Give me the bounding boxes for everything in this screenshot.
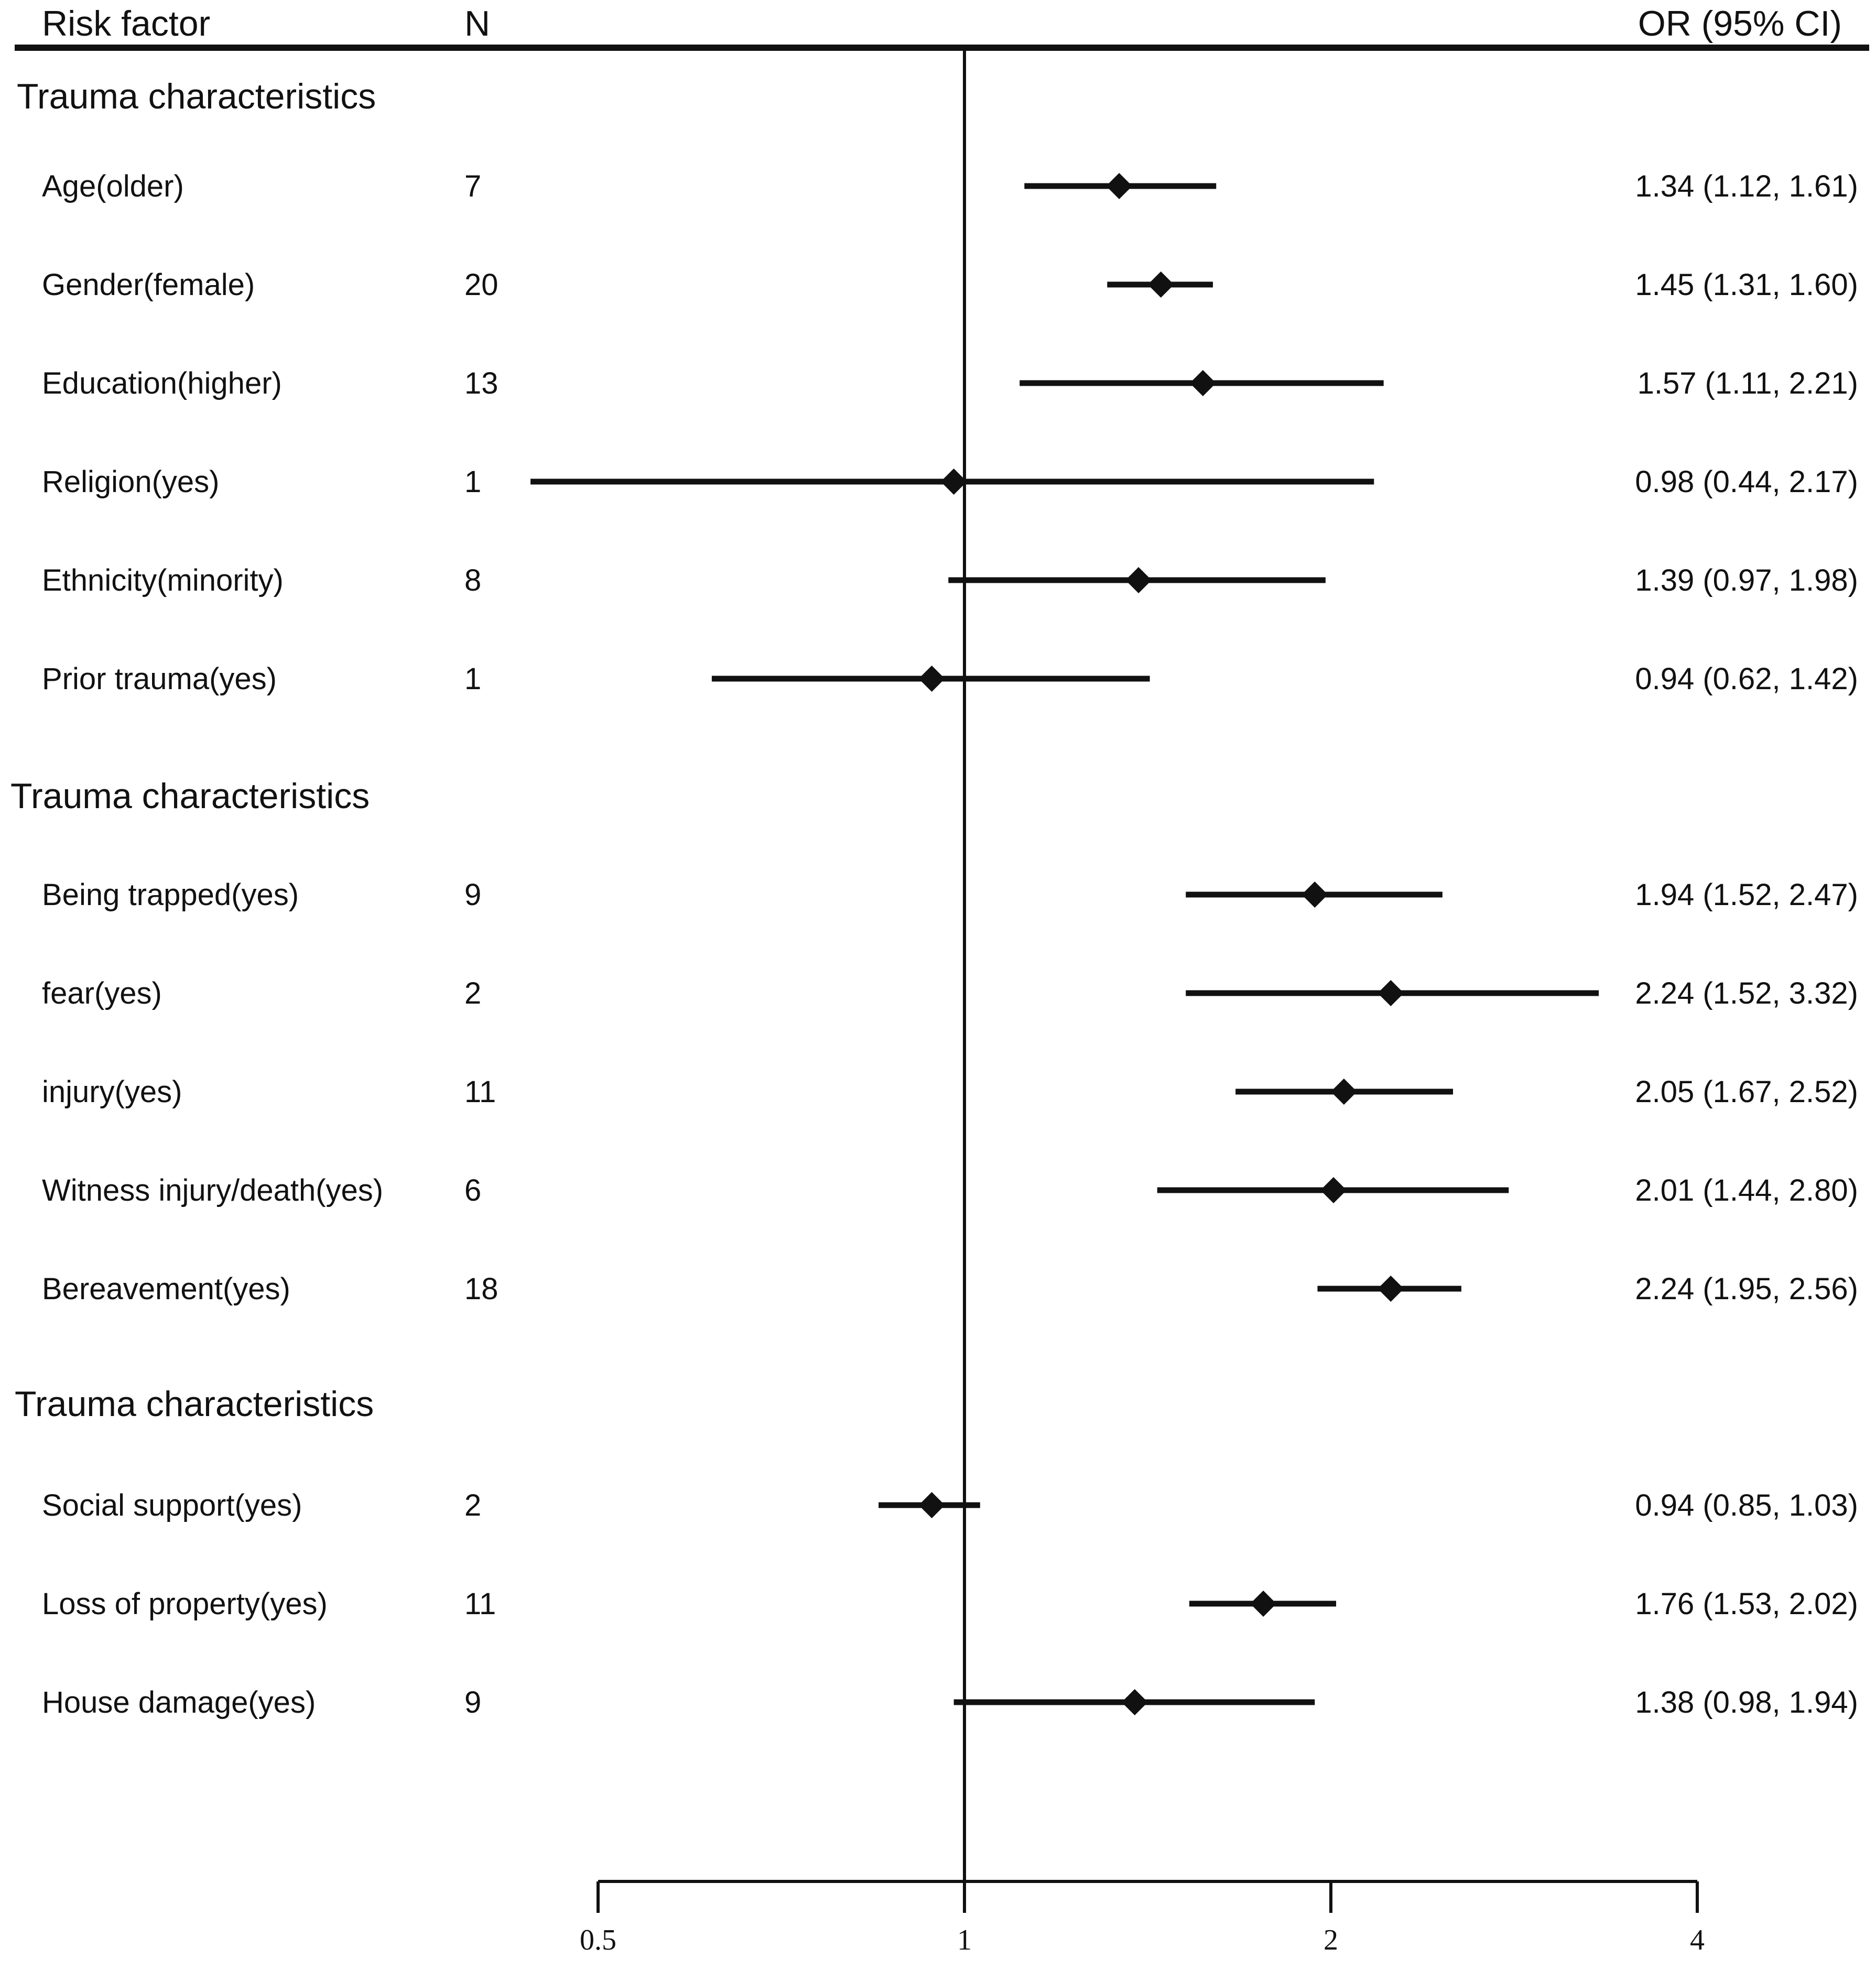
row-n: 11: [464, 1587, 496, 1621]
row-or-ci: 1.57 (1.11, 2.21): [1638, 366, 1858, 400]
point-estimate-marker: [1125, 567, 1152, 593]
row-or-ci: 1.94 (1.52, 2.47): [1635, 878, 1858, 912]
row-label: injury(yes): [42, 1075, 182, 1109]
point-estimate-marker: [1147, 271, 1174, 298]
row-or-ci: 0.94 (0.85, 1.03): [1635, 1488, 1858, 1522]
row-group-2: Trauma characteristics Social support(yes…: [15, 1384, 1858, 1719]
point-estimate-marker: [1320, 1177, 1347, 1203]
forest-row: Age(older) 7 1.34 (1.12, 1.61): [42, 169, 1858, 203]
header-or-ci: OR (95% CI): [1638, 4, 1842, 43]
header-risk-factor: Risk factor: [42, 4, 210, 43]
group-title: Trauma characteristics: [10, 776, 370, 816]
x-tick-label-2: 2: [1324, 1924, 1338, 1956]
row-or-ci: 2.24 (1.95, 2.56): [1635, 1272, 1858, 1306]
row-n: 13: [464, 366, 498, 400]
point-estimate-marker: [1378, 980, 1404, 1006]
row-label: Gender(female): [42, 268, 255, 302]
row-n: 1: [464, 662, 481, 696]
x-tick-label-1: 1: [957, 1924, 972, 1956]
point-estimate-marker: [918, 666, 945, 692]
forest-row: Education(higher) 13 1.57 (1.11, 2.21): [42, 366, 1858, 400]
forest-row: Loss of property(yes) 11 1.76 (1.53, 2.02): [42, 1587, 1858, 1621]
x-axis-ticks: 0.5 1 2 4: [580, 1881, 1705, 1956]
group-title: Trauma characteristics: [17, 77, 376, 116]
forest-row: Bereavement(yes) 18 2.24 (1.95, 2.56): [42, 1272, 1858, 1306]
forest-row: Religion(yes) 1 0.98 (0.44, 2.17): [42, 465, 1858, 499]
row-or-ci: 1.76 (1.53, 2.02): [1635, 1587, 1858, 1621]
point-estimate-marker: [1330, 1079, 1357, 1105]
forest-row: House damage(yes) 9 1.38 (0.98, 1.94): [42, 1685, 1858, 1719]
point-estimate-marker: [1250, 1591, 1277, 1617]
point-estimate-marker: [940, 469, 967, 495]
row-n: 20: [464, 268, 498, 302]
row-n: 11: [464, 1075, 496, 1109]
group-title: Trauma characteristics: [15, 1384, 374, 1424]
row-or-ci: 1.34 (1.12, 1.61): [1635, 169, 1858, 203]
row-group-0: Trauma characteristics Age(older) 7 1.34 (1…: [17, 77, 1858, 696]
forest-row: Gender(female) 20 1.45 (1.31, 1.60): [42, 268, 1858, 302]
row-or-ci: 2.05 (1.67, 2.52): [1635, 1075, 1858, 1109]
row-n: 1: [464, 465, 481, 499]
point-estimate-marker: [1189, 370, 1216, 396]
x-tick-label-3: 4: [1690, 1924, 1705, 1956]
row-label: Loss of property(yes): [42, 1587, 328, 1621]
forest-row: Ethnicity(minority) 8 1.39 (0.97, 1.98): [42, 563, 1858, 597]
row-n: 7: [464, 169, 481, 203]
row-label: Being trapped(yes): [42, 878, 299, 912]
row-label: fear(yes): [42, 976, 162, 1010]
row-label: House damage(yes): [42, 1685, 316, 1719]
row-n: 2: [464, 1488, 481, 1522]
forest-row: Prior trauma(yes) 1 0.94 (0.62, 1.42): [42, 662, 1858, 696]
point-estimate-marker: [1121, 1689, 1148, 1715]
row-label: Prior trauma(yes): [42, 662, 277, 696]
row-n: 9: [464, 1685, 481, 1719]
row-or-ci: 2.24 (1.52, 3.32): [1635, 976, 1858, 1010]
forest-rows: Trauma characteristics Age(older) 7 1.34 (1…: [10, 77, 1858, 1719]
point-estimate-marker: [918, 1492, 945, 1518]
row-label: Religion(yes): [42, 465, 219, 499]
row-label: Age(older): [42, 169, 184, 203]
row-n: 9: [464, 878, 481, 912]
row-or-ci: 2.01 (1.44, 2.80): [1635, 1173, 1858, 1207]
row-label: Social support(yes): [42, 1488, 302, 1522]
row-label: Bereavement(yes): [42, 1272, 290, 1306]
forest-row: Social support(yes) 2 0.94 (0.85, 1.03): [42, 1488, 1858, 1522]
row-or-ci: 0.94 (0.62, 1.42): [1635, 662, 1858, 696]
forest-row: fear(yes) 2 2.24 (1.52, 3.32): [42, 976, 1858, 1010]
row-or-ci: 1.39 (0.97, 1.98): [1635, 563, 1858, 597]
row-n: 6: [464, 1173, 481, 1207]
point-estimate-marker: [1302, 881, 1328, 908]
forest-row: Witness injury/death(yes) 6 2.01 (1.44, 2.…: [42, 1173, 1858, 1207]
row-group-1: Trauma characteristics Being trapped(yes)…: [10, 776, 1858, 1306]
x-tick-label-0: 0.5: [580, 1924, 616, 1956]
forest-row: injury(yes) 11 2.05 (1.67, 2.52): [42, 1075, 1858, 1109]
row-or-ci: 1.45 (1.31, 1.60): [1635, 268, 1858, 302]
row-label: Ethnicity(minority): [42, 563, 284, 597]
row-or-ci: 1.38 (0.98, 1.94): [1635, 1685, 1858, 1719]
row-label: Witness injury/death(yes): [42, 1173, 383, 1207]
point-estimate-marker: [1378, 1276, 1404, 1302]
point-estimate-marker: [1106, 173, 1133, 199]
header-n: N: [464, 4, 490, 43]
row-n: 8: [464, 563, 481, 597]
row-label: Education(higher): [42, 366, 282, 400]
row-or-ci: 0.98 (0.44, 2.17): [1635, 465, 1858, 499]
row-n: 18: [464, 1272, 498, 1306]
forest-row: Being trapped(yes) 9 1.94 (1.52, 2.47): [42, 878, 1858, 912]
row-n: 2: [464, 976, 481, 1010]
